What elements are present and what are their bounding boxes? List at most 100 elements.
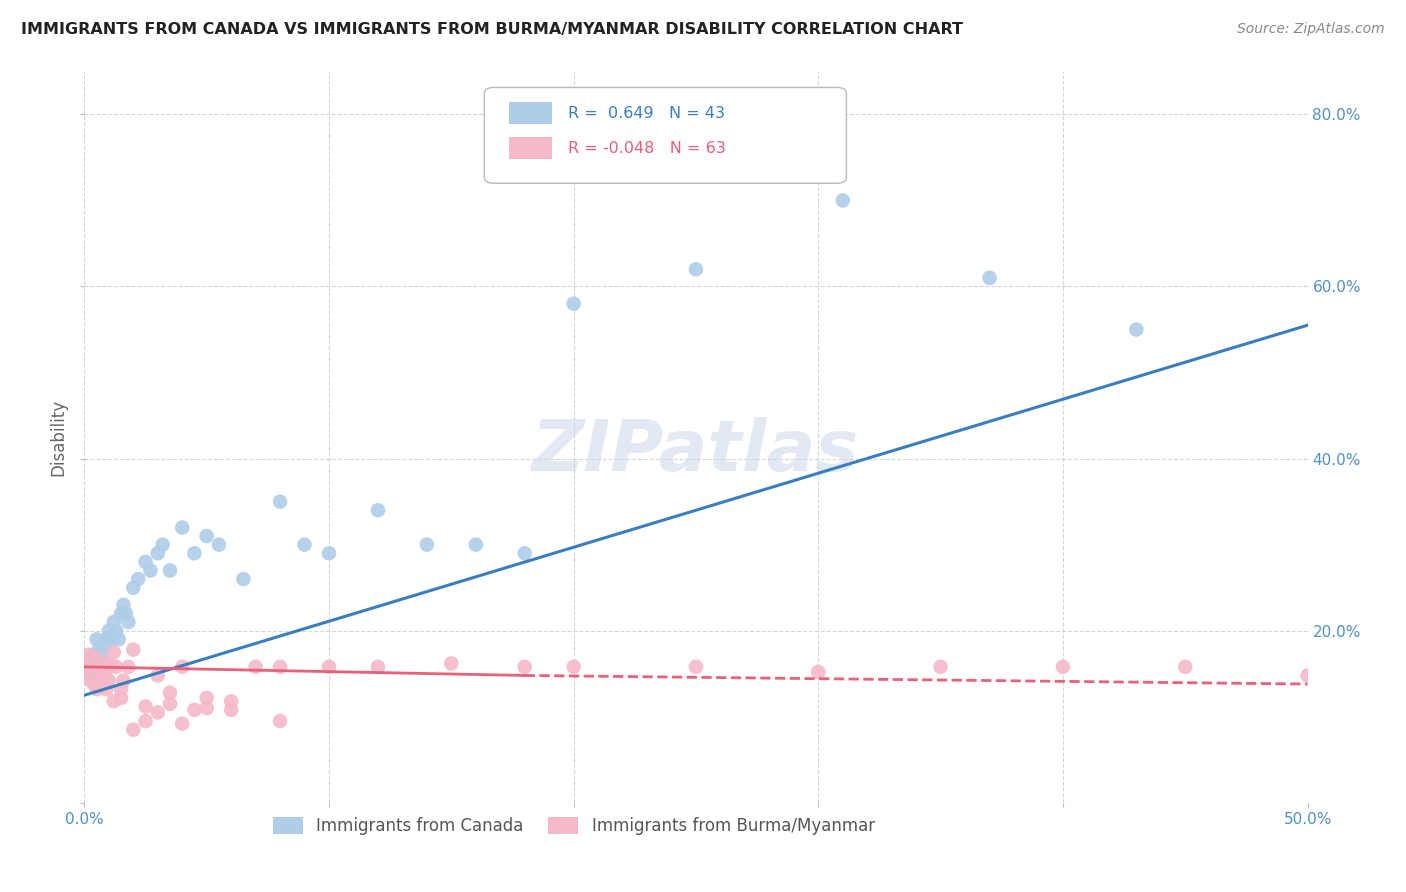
Point: [159, 697, 181, 711]
Point: [80, 671, 103, 685]
Point: [90, 673, 112, 688]
Point: [80, 649, 103, 664]
Point: [195, 529, 218, 543]
Point: [146, 668, 169, 682]
Point: [105, 624, 128, 638]
Point: [86, 632, 108, 647]
Point: [100, 658, 122, 673]
Point: [135, 555, 157, 569]
Point: [97, 673, 120, 688]
Point: [110, 690, 132, 705]
Point: [440, 657, 463, 671]
Point: [318, 660, 340, 674]
Point: [464, 538, 486, 552]
Point: [73, 662, 96, 676]
Point: [77, 673, 100, 687]
Point: [110, 682, 132, 697]
Text: R =  0.649   N = 43: R = 0.649 N = 43: [568, 105, 724, 120]
Point: [107, 632, 129, 647]
FancyBboxPatch shape: [509, 102, 551, 124]
Point: [100, 632, 122, 647]
Point: [86, 657, 108, 671]
Point: [117, 615, 139, 629]
Point: [76, 657, 98, 671]
Point: [103, 615, 125, 629]
Point: [807, 665, 830, 679]
Point: [96, 632, 118, 647]
Point: [135, 714, 157, 728]
Point: [208, 538, 231, 552]
Text: IMMIGRANTS FROM CANADA VS IMMIGRANTS FROM BURMA/MYANMAR DISABILITY CORRELATION C: IMMIGRANTS FROM CANADA VS IMMIGRANTS FRO…: [21, 22, 963, 37]
FancyBboxPatch shape: [484, 87, 846, 183]
Point: [685, 262, 707, 277]
Point: [105, 660, 128, 674]
Point: [232, 572, 254, 586]
Point: [87, 665, 110, 679]
Point: [269, 494, 291, 508]
Point: [416, 538, 439, 552]
Point: [172, 660, 194, 674]
Point: [90, 649, 112, 664]
Point: [219, 694, 242, 708]
Point: [122, 581, 145, 595]
Point: [139, 564, 162, 578]
Point: [1174, 660, 1197, 674]
Point: [93, 668, 115, 682]
Point: [152, 538, 174, 552]
Point: [1052, 660, 1074, 674]
Point: [112, 598, 135, 612]
Point: [77, 660, 100, 674]
Point: [110, 607, 132, 621]
Point: [183, 546, 205, 560]
Point: [513, 660, 536, 674]
Point: [245, 660, 267, 674]
Point: [1296, 668, 1319, 682]
Point: [146, 706, 169, 720]
Point: [269, 714, 291, 728]
Point: [127, 572, 149, 586]
Point: [146, 546, 169, 560]
Text: R = -0.048   N = 63: R = -0.048 N = 63: [568, 141, 725, 156]
Legend: Immigrants from Canada, Immigrants from Burma/Myanmar: Immigrants from Canada, Immigrants from …: [266, 811, 882, 842]
Point: [90, 665, 112, 679]
Point: [159, 686, 181, 700]
Point: [135, 699, 157, 714]
Point: [367, 503, 389, 517]
Point: [269, 660, 291, 674]
Point: [929, 660, 952, 674]
Point: [562, 660, 585, 674]
Point: [80, 668, 103, 682]
Point: [96, 682, 118, 697]
Point: [96, 662, 118, 676]
Point: [80, 666, 103, 681]
Point: [172, 716, 194, 731]
Point: [83, 649, 105, 664]
Point: [87, 640, 110, 655]
Point: [367, 660, 389, 674]
Point: [219, 703, 242, 717]
Point: [93, 640, 115, 655]
Point: [183, 703, 205, 717]
Point: [112, 673, 135, 688]
Point: [87, 668, 110, 682]
Point: [93, 657, 115, 671]
Point: [97, 660, 120, 674]
Point: [86, 682, 108, 697]
Point: [1125, 322, 1147, 336]
Point: [103, 694, 125, 708]
Text: Source: ZipAtlas.com: Source: ZipAtlas.com: [1237, 22, 1385, 37]
Point: [115, 607, 138, 621]
Point: [80, 665, 103, 679]
Point: [122, 723, 145, 737]
Point: [831, 194, 853, 208]
Point: [77, 660, 100, 674]
Point: [83, 677, 105, 691]
Point: [159, 564, 181, 578]
Point: [76, 658, 98, 673]
Point: [103, 645, 125, 659]
Point: [83, 660, 105, 674]
Point: [685, 660, 707, 674]
Point: [195, 701, 218, 715]
Point: [195, 690, 218, 705]
FancyBboxPatch shape: [509, 137, 551, 159]
